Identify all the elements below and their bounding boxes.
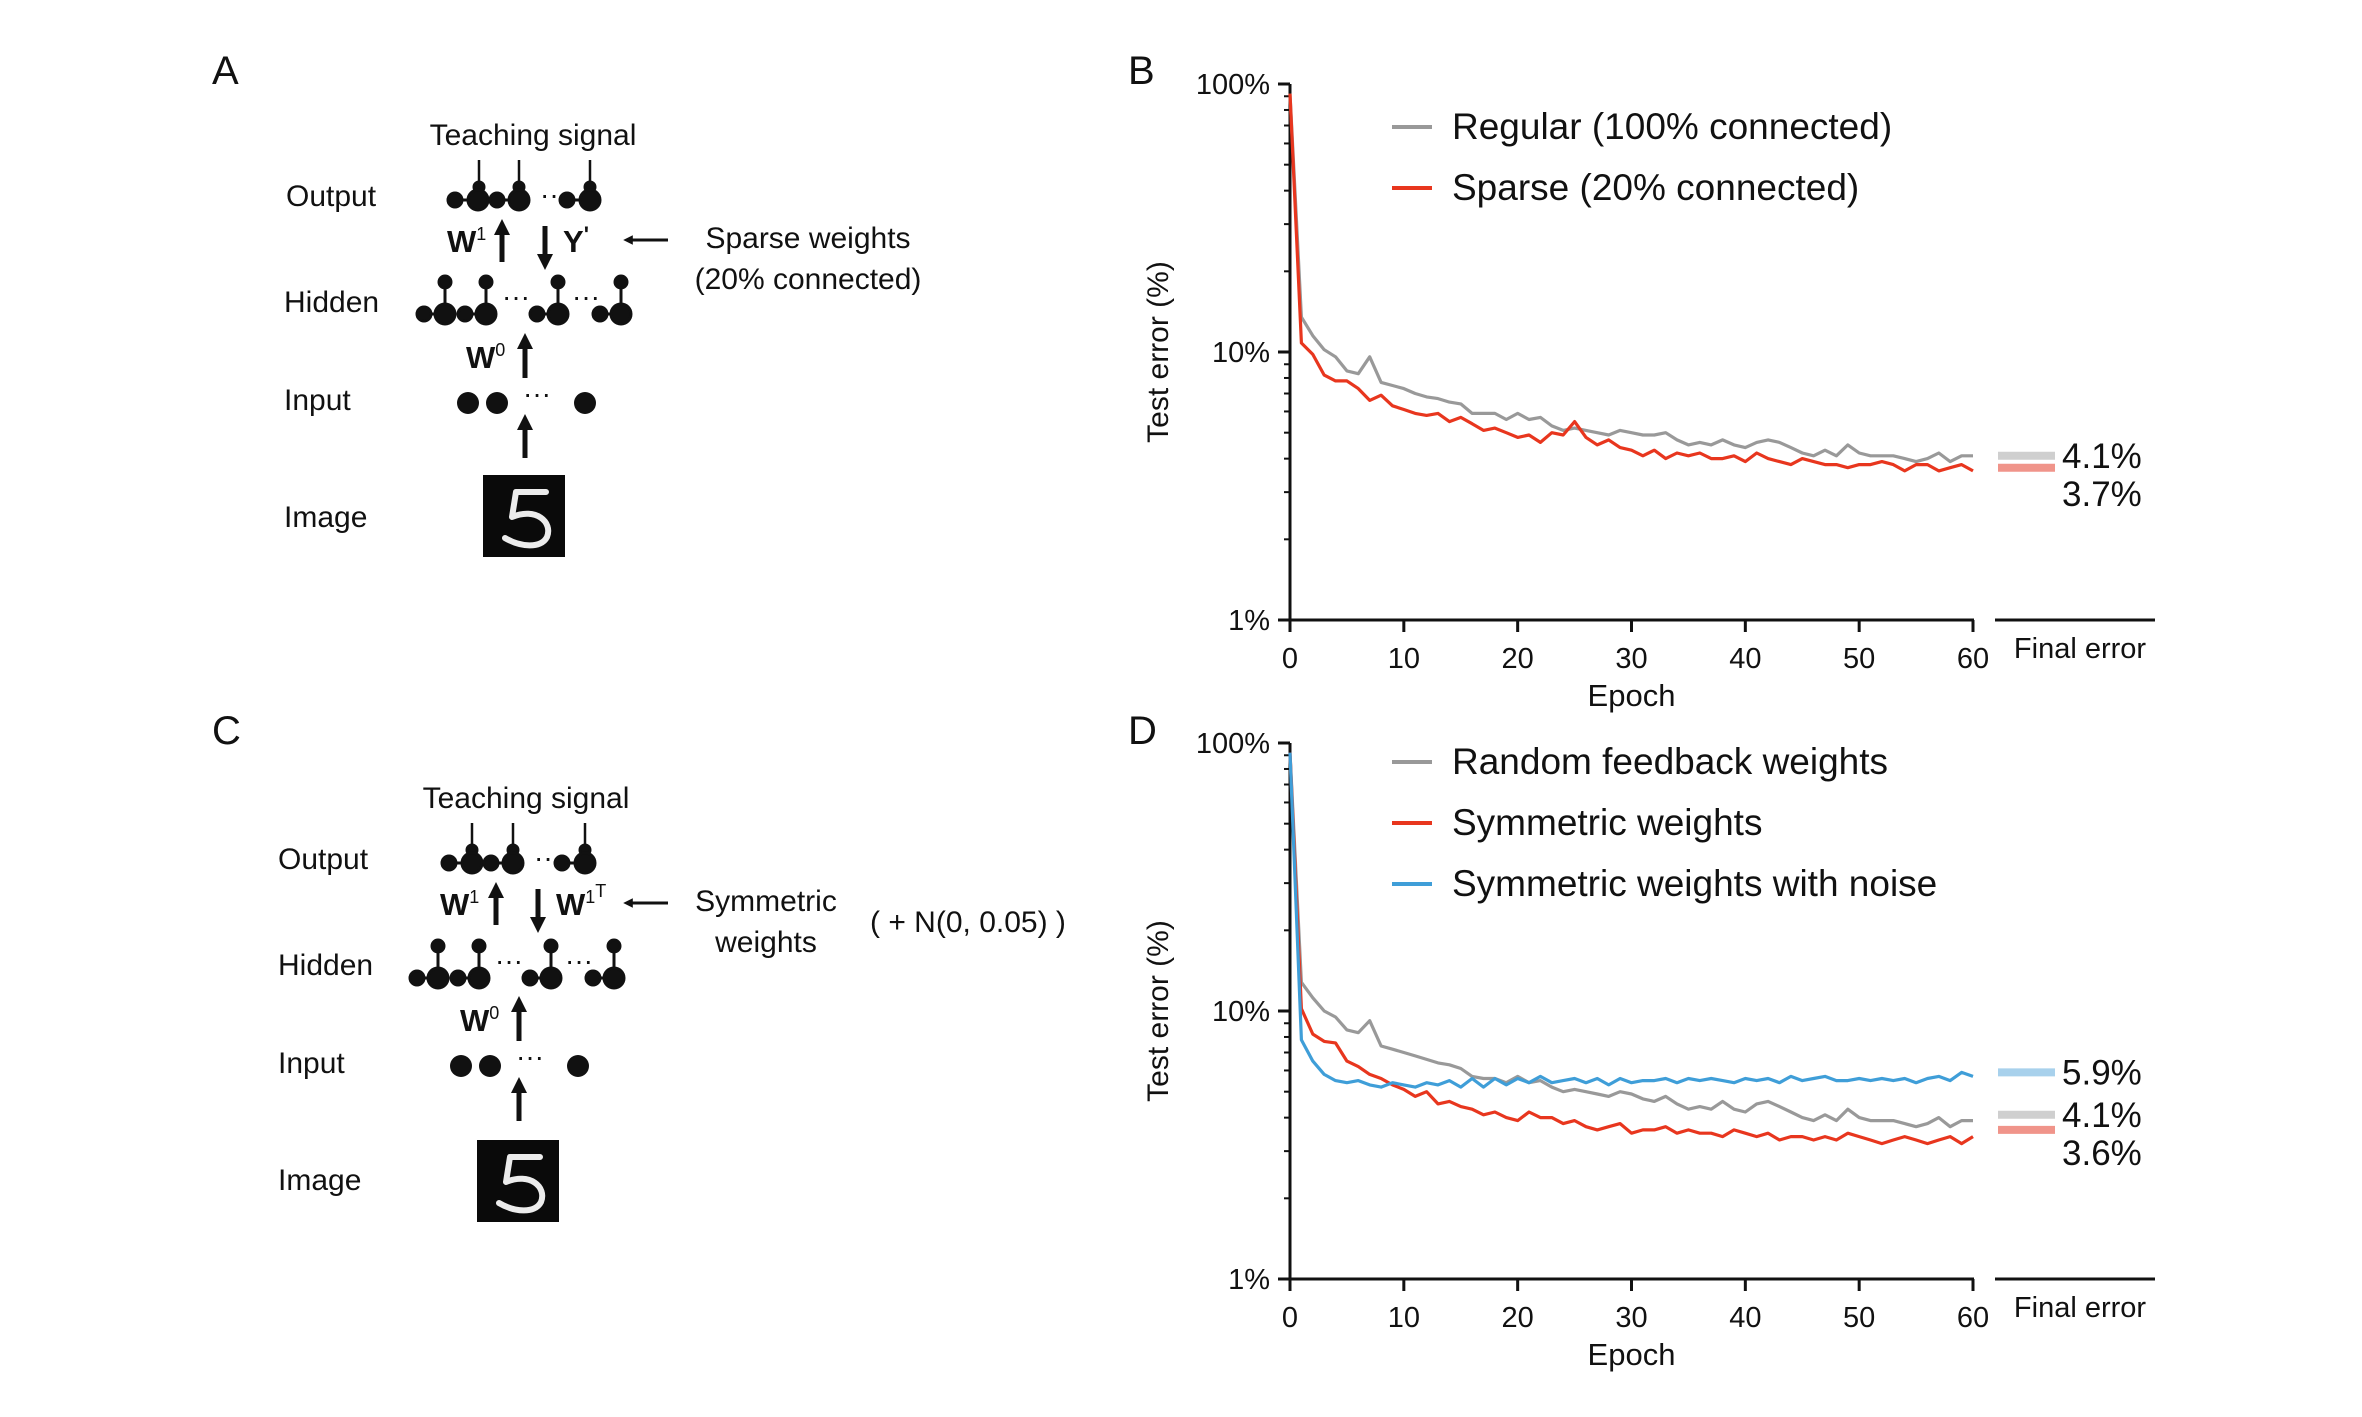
layer-label-output: Output	[278, 843, 369, 876]
layer-label-output: Output	[286, 180, 377, 213]
legend-entry-1: Regular (100% connected)	[1452, 106, 1892, 147]
layer-label-input: Input	[284, 384, 351, 417]
x-tick-label: 0	[1282, 643, 1298, 675]
input-layer-nodes: ···	[457, 378, 596, 414]
output-layer-nodes: ···	[440, 842, 597, 875]
noise-note: ( + N(0, 0.05) )	[870, 906, 1066, 939]
legend-entry-2: Symmetric weights	[1452, 802, 1762, 843]
panel-c: C Teaching signal Output Hidden Input Im…	[212, 709, 1066, 1222]
x-axis-label: Epoch	[1588, 678, 1676, 713]
w1-label: W1	[447, 224, 486, 259]
x-tick-label: 0	[1282, 1302, 1298, 1334]
final-error-label: Final error	[2014, 633, 2146, 665]
x-axis-label: Epoch	[1588, 1337, 1676, 1372]
panel-letter-b: B	[1128, 49, 1155, 93]
y-tick-label: 100%	[1196, 728, 1270, 760]
x-tick-label: 40	[1729, 1302, 1761, 1334]
x-tick-label: 50	[1843, 643, 1875, 675]
layer-label-image: Image	[278, 1164, 361, 1197]
panel-letter-a: A	[212, 49, 239, 93]
feedback-label: W1T	[556, 881, 606, 922]
layer-label-image: Image	[284, 501, 367, 534]
teaching-signal-arrows	[477, 160, 592, 185]
final-error-value-1: 4.1%	[2062, 1096, 2142, 1135]
annotation-line-2: (20% connected)	[695, 263, 922, 296]
panel-a: A Teaching signal Output Hidden Input Im…	[212, 49, 921, 557]
series-line-1	[1288, 93, 1973, 464]
chart-panel-d: D 100% 10% 1% 0 10 20 30 40 50 60 Epoch Test error …	[1128, 709, 2155, 1372]
y-axis-label: Test error (%)	[1142, 920, 1175, 1102]
layer-label-input: Input	[278, 1047, 345, 1080]
annotation-line-1: Symmetric	[695, 885, 837, 918]
hidden-layer-nodes: ··· ···	[408, 938, 626, 990]
annotation-line-1: Sparse weights	[705, 222, 910, 255]
final-error-value-1: 4.1%	[2062, 437, 2142, 476]
legend-entry-2: Sparse (20% connected)	[1452, 167, 1859, 208]
x-tick-label: 60	[1957, 1302, 1989, 1334]
output-layer-nodes: ···	[446, 179, 602, 212]
series-line-2	[1288, 752, 1974, 1146]
final-error-value-3: 5.9%	[2062, 1053, 2142, 1092]
teaching-signal-arrows	[470, 823, 587, 848]
input-layer-nodes: ···	[450, 1041, 589, 1077]
x-tick-label: 50	[1843, 1302, 1875, 1334]
series-line-2	[1288, 93, 1974, 473]
svg-text:···: ···	[495, 945, 523, 976]
panel-letter-c: C	[212, 709, 241, 753]
layer-label-hidden: Hidden	[284, 286, 379, 319]
svg-text:···: ···	[540, 179, 568, 210]
legend-entry-1: Random feedback weights	[1452, 741, 1888, 782]
w0-label: W0	[466, 340, 505, 375]
teaching-signal-label: Teaching signal	[423, 782, 630, 815]
x-tick-label: 10	[1388, 1302, 1420, 1334]
mnist-digit-5	[477, 1140, 559, 1222]
svg-text:···: ···	[523, 378, 551, 409]
final-error-value-2: 3.6%	[2062, 1134, 2142, 1173]
y-tick-label: 10%	[1212, 337, 1270, 369]
hidden-layer-nodes: ··· ···	[415, 274, 633, 326]
x-tick-label: 10	[1388, 643, 1420, 675]
legend-entry-3: Symmetric weights with noise	[1452, 863, 1937, 904]
layer-label-hidden: Hidden	[278, 949, 373, 982]
series-line-3	[1288, 752, 1974, 1089]
y-axis-label: Test error (%)	[1142, 261, 1175, 443]
svg-text:···: ···	[534, 842, 562, 873]
x-tick-label: 20	[1502, 1302, 1534, 1334]
x-tick-label: 30	[1615, 1302, 1647, 1334]
x-tick-label: 30	[1615, 643, 1647, 675]
final-error-label: Final error	[2014, 1292, 2146, 1324]
annotation-line-2: weights	[714, 926, 817, 959]
panel-letter-d: D	[1128, 709, 1157, 753]
x-tick-label: 60	[1957, 643, 1989, 675]
y-tick-label: 1%	[1228, 605, 1270, 637]
y-tick-label: 10%	[1212, 996, 1270, 1028]
chart-panel-b: B 100% 10% 1% 0 10 20 30 40 50 60 Epoch Test error …	[1128, 49, 2155, 713]
svg-text:···: ···	[572, 281, 600, 312]
svg-text:···: ···	[502, 281, 530, 312]
x-tick-label: 40	[1729, 643, 1761, 675]
w1-label: W1	[440, 887, 479, 922]
mnist-digit-5	[483, 475, 565, 557]
w0-label: W0	[460, 1003, 499, 1038]
y-tick-label: 1%	[1228, 1264, 1270, 1296]
y-tick-label: 100%	[1196, 69, 1270, 101]
feedback-label: Y'	[563, 222, 589, 259]
svg-text:···: ···	[516, 1041, 544, 1072]
series-line-1	[1288, 752, 1973, 1129]
svg-text:···: ···	[565, 945, 593, 976]
x-tick-label: 20	[1502, 643, 1534, 675]
teaching-signal-label: Teaching signal	[430, 119, 637, 152]
final-error-value-2: 3.7%	[2062, 475, 2142, 514]
